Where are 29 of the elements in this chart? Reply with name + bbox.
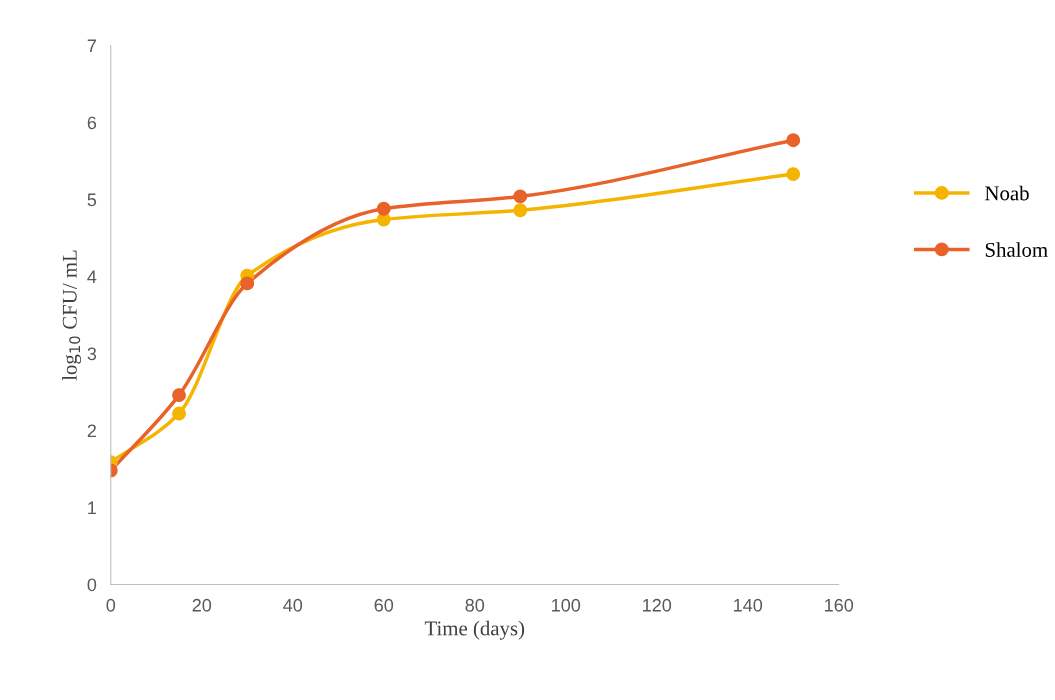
point bbox=[786, 167, 801, 182]
x-tick-label: 80 bbox=[465, 598, 485, 612]
y-tick-label: 1 bbox=[88, 501, 97, 515]
x-tick-label: 60 bbox=[374, 598, 394, 612]
x-tick-label: 0 bbox=[106, 598, 116, 612]
x-tick-label: 140 bbox=[734, 598, 763, 612]
x-tick-label: 100 bbox=[552, 598, 581, 612]
point bbox=[513, 203, 528, 218]
point bbox=[172, 406, 186, 421]
y-tick-label: 4 bbox=[87, 270, 97, 284]
y-tick-label: 5 bbox=[87, 193, 97, 207]
point bbox=[513, 189, 528, 204]
x-tick-label: 20 bbox=[192, 598, 212, 612]
y-tick-label: 7 bbox=[87, 39, 96, 53]
legend-label: Noab bbox=[985, 185, 1029, 201]
legend-label: Shalom bbox=[985, 242, 1048, 257]
y-tick-label: 0 bbox=[87, 578, 97, 592]
x-tick-label: 40 bbox=[283, 598, 303, 612]
y-tick-label: 3 bbox=[87, 347, 97, 361]
point bbox=[786, 133, 801, 148]
y-tick-label: 6 bbox=[87, 116, 97, 130]
y-tick-label: 2 bbox=[87, 424, 96, 438]
point bbox=[376, 201, 391, 216]
point bbox=[240, 276, 255, 291]
x-axis-title: Time (days) bbox=[424, 620, 525, 640]
y-axis-title: log$_{10}$ CFU/ mL bbox=[62, 250, 82, 381]
x-tick-label: 120 bbox=[643, 598, 672, 612]
x-tick-label: 160 bbox=[825, 598, 854, 612]
point bbox=[172, 388, 186, 403]
